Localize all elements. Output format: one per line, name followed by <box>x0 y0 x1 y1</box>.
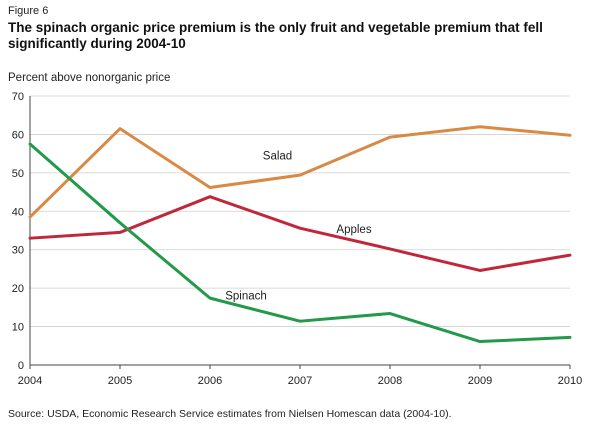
series-labels: Salad Apples Spinach <box>225 150 372 302</box>
series-label-spinach: Spinach <box>225 291 267 303</box>
y-tick-label-40: 40 <box>12 206 24 218</box>
source-note: Source: USDA, Economic Research Service … <box>8 408 452 420</box>
y-tick-labels: 0 10 20 30 40 50 60 70 <box>12 91 24 372</box>
y-tick-label-0: 0 <box>18 360 24 372</box>
gridlines <box>30 95 570 327</box>
series-line-salad <box>28 125 572 219</box>
x-tick-label-2006: 2006 <box>198 375 222 387</box>
x-tick-label-2004: 2004 <box>18 375 42 387</box>
y-axis-label: Percent above nonorganic price <box>8 72 171 84</box>
x-tick-labels: 2004 2005 2006 2007 2008 2009 2010 <box>18 375 582 387</box>
series-label-apples: Apples <box>336 224 371 236</box>
series-line-spinach <box>28 142 572 344</box>
x-tick-label-2009: 2009 <box>468 375 492 387</box>
y-tick-label-50: 50 <box>12 168 24 180</box>
x-tick-label-2010: 2010 <box>558 375 582 387</box>
series-label-salad: Salad <box>263 150 292 162</box>
figure-label: Figure 6 <box>8 5 49 17</box>
y-tick-label-20: 20 <box>12 283 24 295</box>
y-tick-label-30: 30 <box>12 245 24 257</box>
x-tick-label-2007: 2007 <box>288 375 312 387</box>
y-tick-label-70: 70 <box>12 91 24 103</box>
series-lines <box>28 125 572 344</box>
chart-title: The spinach organic price premium is the… <box>8 20 543 51</box>
x-tick-label-2005: 2005 <box>108 375 132 387</box>
y-tick-label-60: 60 <box>12 129 24 141</box>
x-tick-label-2008: 2008 <box>378 375 402 387</box>
axes <box>29 96 571 369</box>
y-tick-label-10: 10 <box>12 322 24 334</box>
series-line-apples <box>28 195 572 272</box>
